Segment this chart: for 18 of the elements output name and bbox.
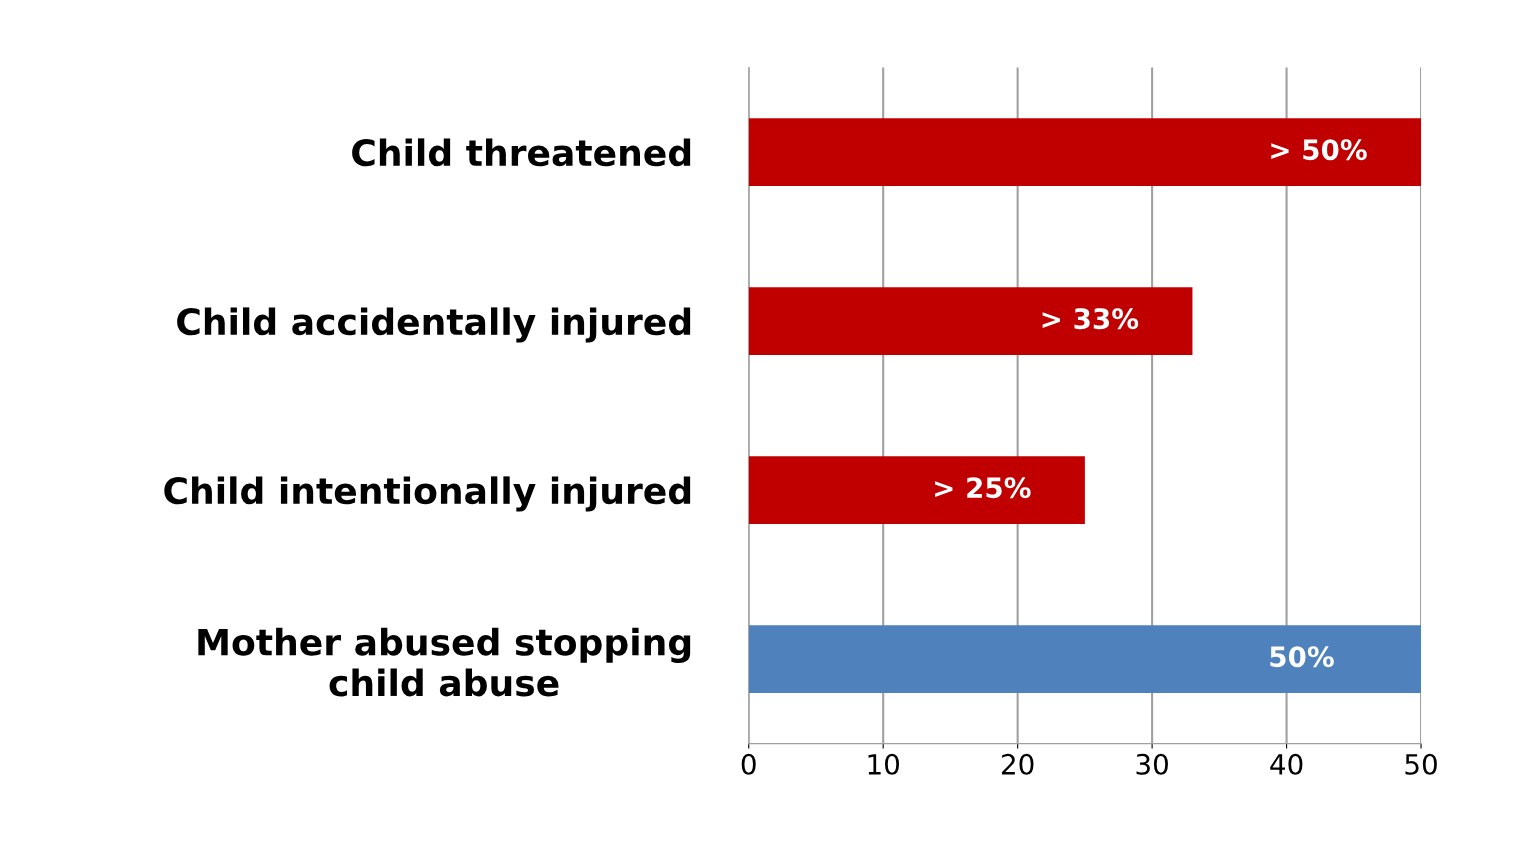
y-tick-label: Child accidentally injured <box>177 307 691 343</box>
x-tick-label: 10 <box>868 753 900 775</box>
data-label: 50% <box>1270 646 1334 668</box>
x-tick-label: 50 <box>1405 753 1437 775</box>
x-tick-label: 20 <box>1002 753 1034 775</box>
data-label: > 33% <box>1042 308 1139 330</box>
x-tick-label: 0 <box>741 753 756 775</box>
bar <box>748 625 1422 693</box>
bar <box>748 456 1085 524</box>
y-tick-label: Mother abused stopping child abuse <box>198 627 691 697</box>
y-tick-label: Child intentionally injured <box>164 476 691 512</box>
x-tick-label: 30 <box>1136 753 1168 775</box>
x-tick-label: 40 <box>1270 753 1303 775</box>
bar <box>748 118 1422 186</box>
y-tick-label: Child threatened <box>352 138 691 167</box>
data-label: > 25% <box>935 477 1031 499</box>
data-label: > 50% <box>1271 139 1367 161</box>
bar <box>748 287 1193 355</box>
